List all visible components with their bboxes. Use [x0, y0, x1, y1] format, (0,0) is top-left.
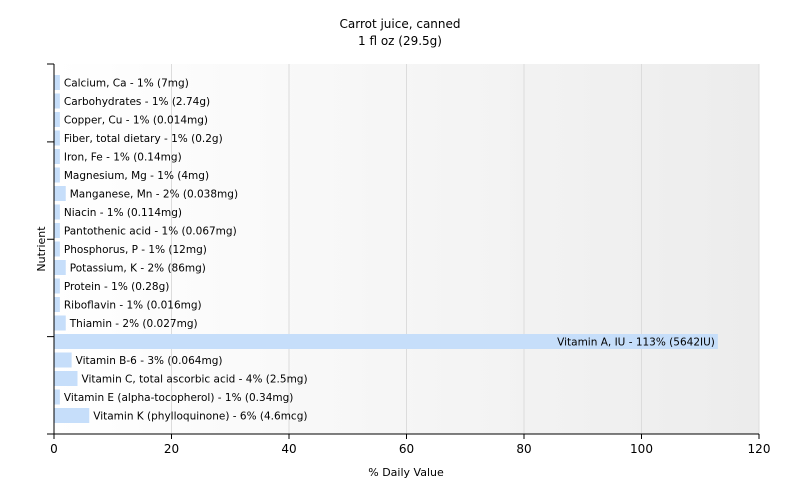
x-tick-label: 100 [630, 442, 653, 456]
x-tick-label: 20 [164, 442, 179, 456]
bar-label: Vitamin C, total ascorbic acid - 4% (2.5… [82, 374, 308, 386]
bar [54, 204, 60, 220]
bar-label: Phosphorus, P - 1% (12mg) [64, 244, 207, 256]
x-tick-label: 120 [748, 442, 771, 456]
bar-label: Calcium, Ca - 1% (7mg) [64, 78, 189, 90]
chart-subtitle: 1 fl oz (29.5g) [358, 34, 442, 48]
x-ticks: 0 20 40 60 80 100 120 [47, 63, 771, 456]
bar [54, 186, 66, 201]
x-tick-label: 40 [281, 442, 296, 456]
bar [54, 75, 60, 90]
bar-label: Protein - 1% (0.28g) [64, 281, 170, 293]
bar [54, 408, 90, 423]
grid-lines [171, 64, 760, 434]
x-tick-label: 0 [50, 442, 58, 456]
bar [54, 167, 60, 183]
bar [54, 260, 66, 275]
bar [54, 93, 60, 109]
bar [54, 297, 60, 312]
bar-label: Copper, Cu - 1% (0.014mg) [64, 115, 208, 127]
bar [54, 389, 60, 405]
bar [54, 149, 60, 164]
x-axis-title: % Daily Value [368, 466, 444, 479]
x-tick-label: 80 [516, 442, 531, 456]
bar-label: Potassium, K - 2% (86mg) [70, 263, 206, 275]
bar [54, 334, 718, 349]
bar [54, 112, 60, 127]
bars: Calcium, Ca - 1% (7mg) Carbohydrates - 1%… [54, 75, 718, 423]
bar [54, 371, 78, 386]
bar-label: Vitamin B-6 - 3% (0.064mg) [76, 355, 223, 367]
y-axis-title: Nutrient [35, 226, 48, 272]
bar [54, 278, 60, 294]
bar-label: Vitamin K (phylloquinone) - 6% (4.6mcg) [93, 411, 307, 423]
bar-label: Fiber, total dietary - 1% (0.2g) [64, 133, 223, 145]
bar [54, 352, 72, 368]
bar-label: Manganese, Mn - 2% (0.038mg) [70, 189, 238, 201]
bar [54, 315, 66, 331]
bar-label: Riboflavin - 1% (0.016mg) [64, 300, 202, 312]
bar-label: Niacin - 1% (0.114mg) [64, 207, 182, 219]
bar-label: Vitamin E (alpha-tocopherol) - 1% (0.34m… [64, 392, 294, 404]
chart-title: Carrot juice, canned [339, 17, 460, 31]
bar [54, 223, 60, 238]
bar-label: Thiamin - 2% (0.027mg) [69, 318, 198, 330]
bar-label: Carbohydrates - 1% (2.74g) [64, 96, 210, 108]
bar-label: Iron, Fe - 1% (0.14mg) [64, 152, 182, 164]
bar-label: Magnesium, Mg - 1% (4mg) [64, 170, 209, 182]
bar-label: Pantothenic acid - 1% (0.067mg) [64, 226, 237, 238]
x-tick-label: 60 [399, 442, 414, 456]
bar-label: Vitamin A, IU - 113% (5642IU) [557, 337, 715, 349]
bar [54, 241, 60, 257]
bar [54, 130, 60, 146]
